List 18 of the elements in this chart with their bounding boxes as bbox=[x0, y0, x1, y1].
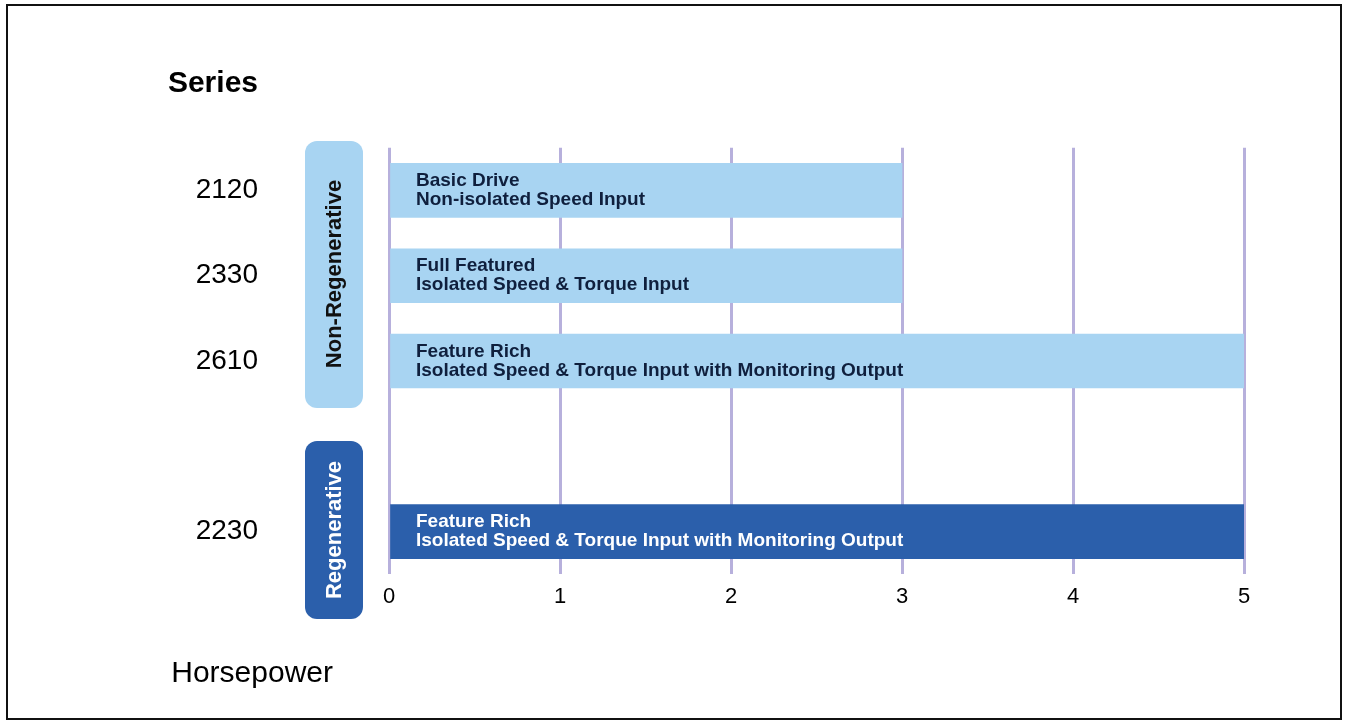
x-tick-label: 3 bbox=[895, 583, 909, 609]
x-tick-label: 4 bbox=[1066, 583, 1080, 609]
annotation: Feature Rich Isolated Speed & Torque Input with Monitoring Output bbox=[416, 510, 904, 551]
y-tick-label: 2330 bbox=[195, 258, 258, 290]
annotation: Full Featured Isolated Speed & Torque Input bbox=[416, 254, 690, 295]
annotation: Basic Drive Non-isolated Speed Input bbox=[416, 169, 646, 210]
x-tick-label: 5 bbox=[1237, 583, 1251, 609]
y-tick-label: 2120 bbox=[195, 173, 258, 205]
x-tick-label: 0 bbox=[382, 583, 396, 609]
y-tick-label: 2610 bbox=[195, 343, 258, 375]
x-axis-title: Horsepower bbox=[171, 655, 334, 689]
x-tick-label: 1 bbox=[553, 583, 567, 609]
y-tick-label: 2230 bbox=[195, 514, 258, 546]
annotation: Feature Rich Isolated Speed & Torque Input with Monitoring Output bbox=[416, 339, 904, 380]
text: Regenerative bbox=[321, 461, 347, 600]
y-axis-title: Series bbox=[167, 65, 258, 99]
x-tick-label: 2 bbox=[724, 583, 738, 609]
text: Non-Regenerative bbox=[321, 180, 347, 369]
